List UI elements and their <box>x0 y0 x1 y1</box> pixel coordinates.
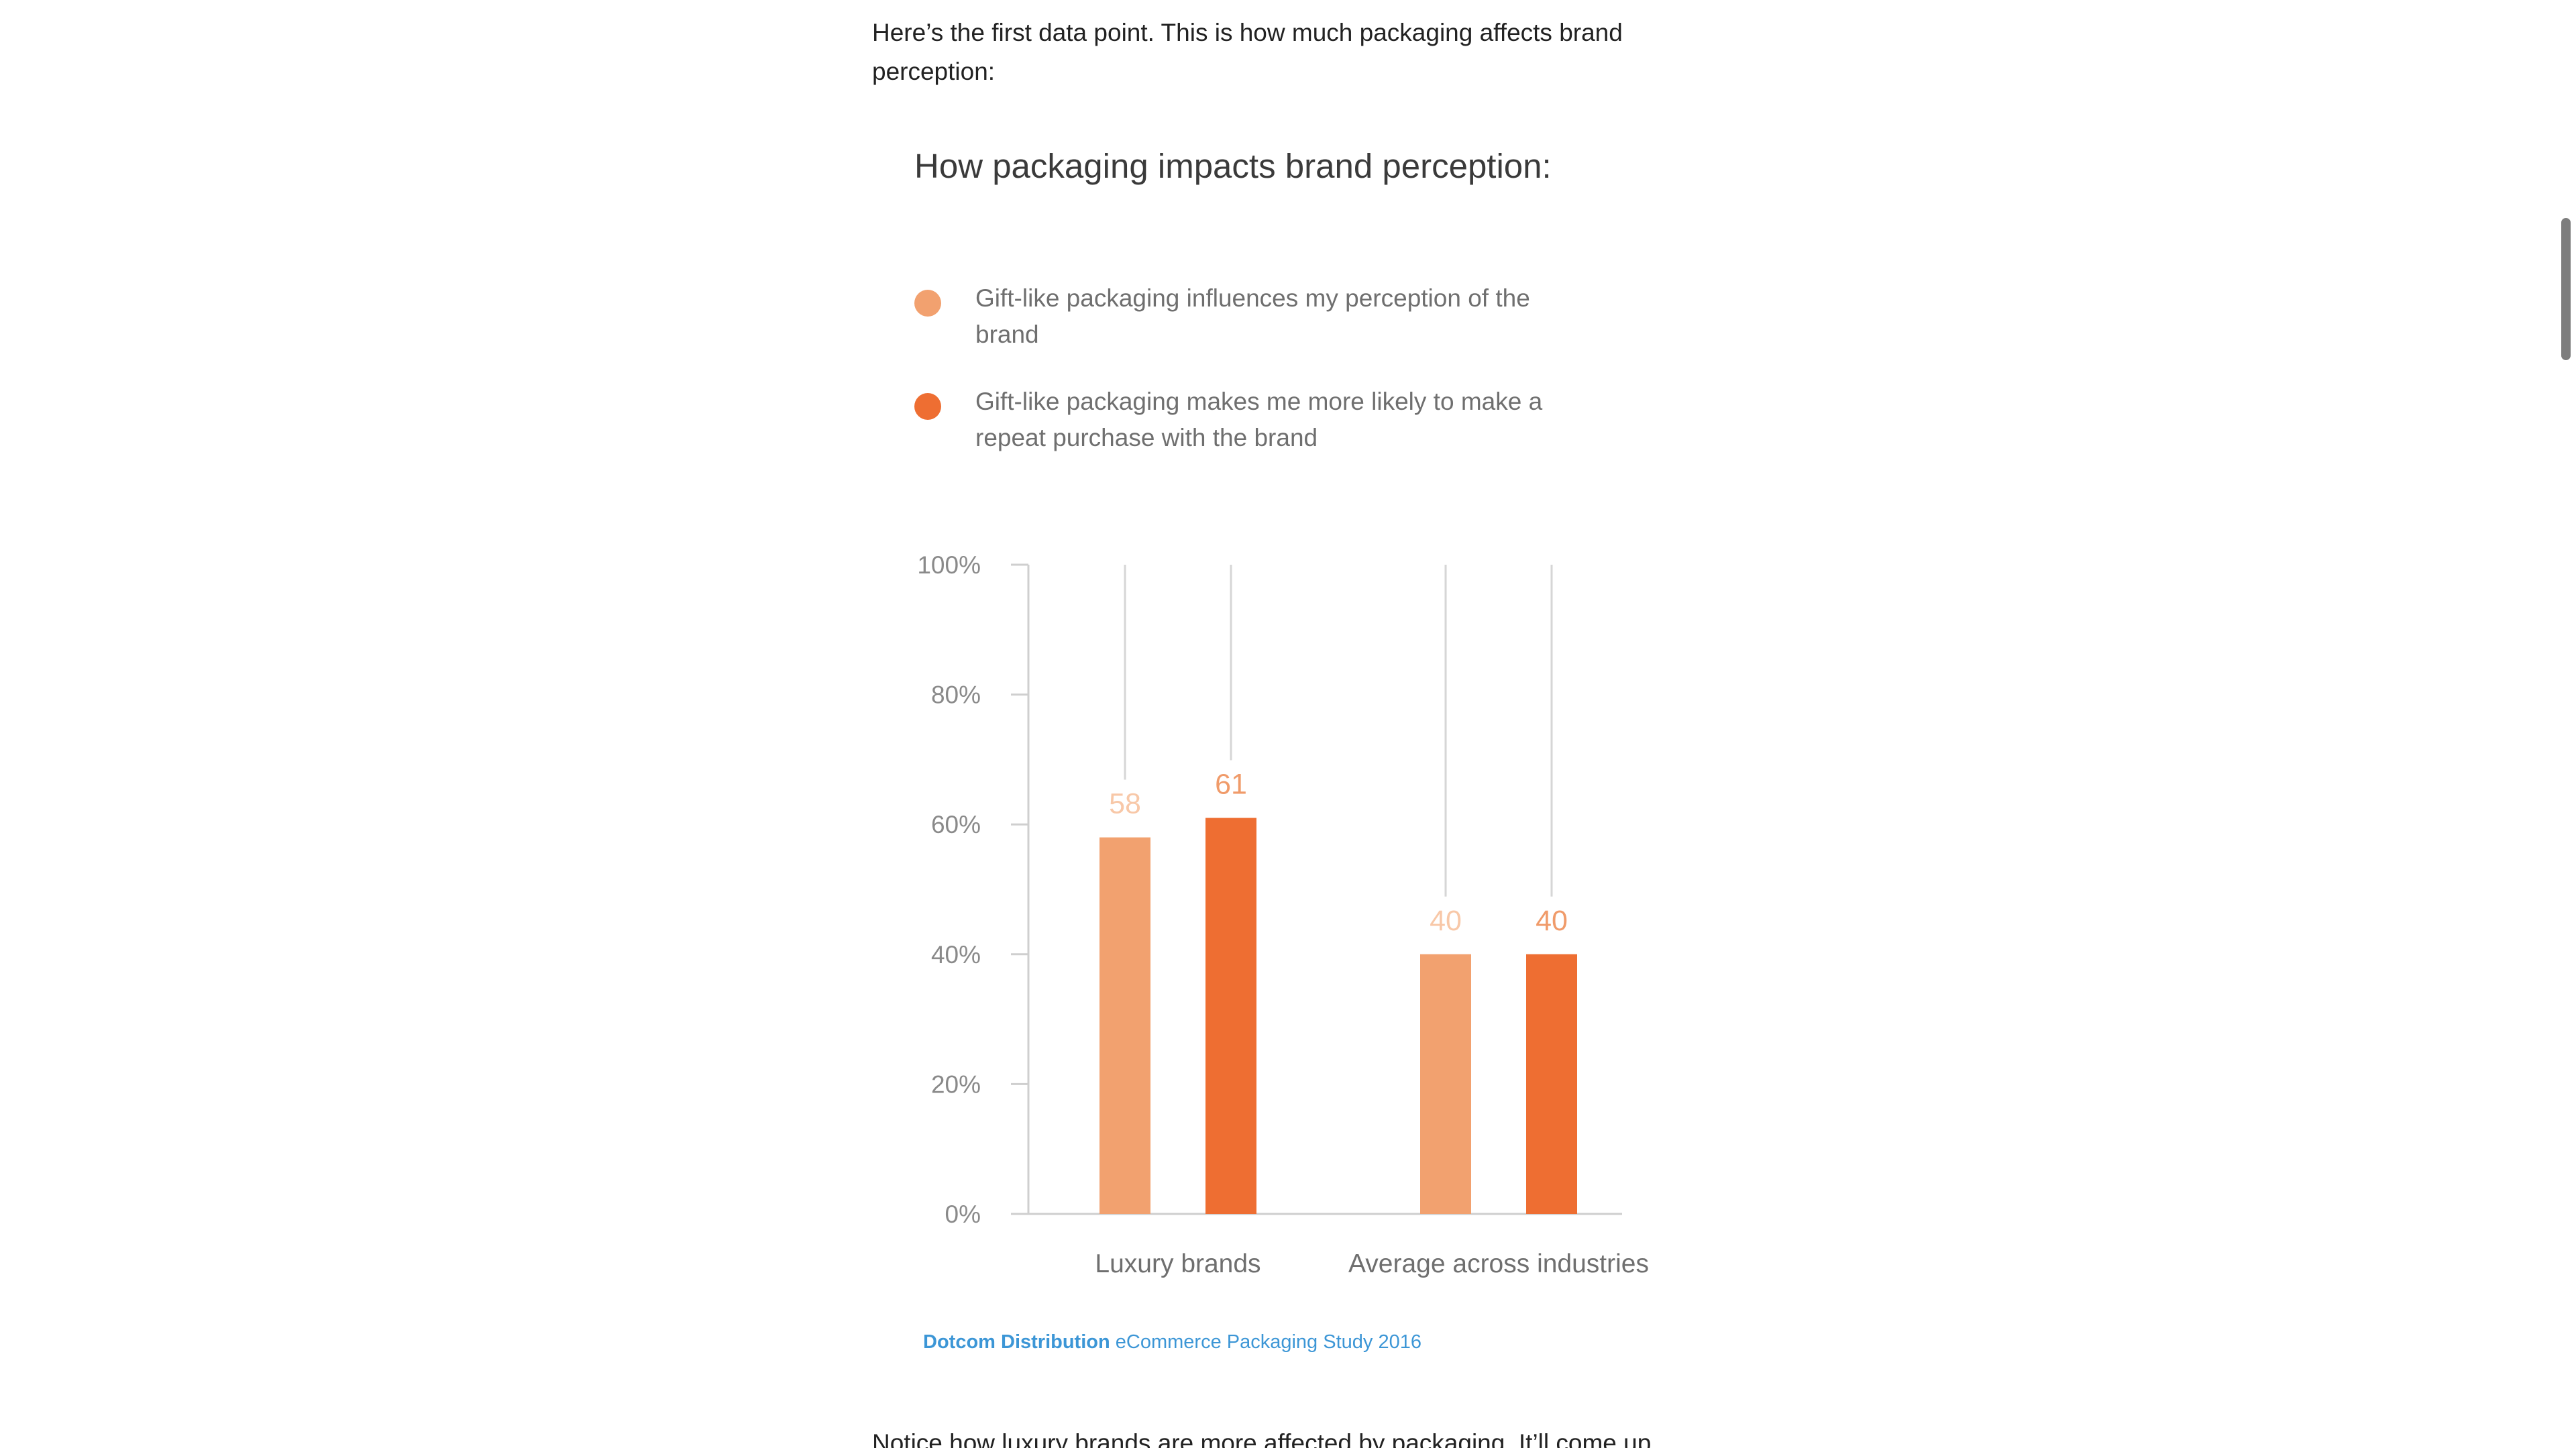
y-tick-label: 40% <box>931 941 981 968</box>
y-tick-label: 100% <box>917 551 981 579</box>
bar <box>1205 818 1256 1214</box>
legend-label: Gift-like packaging makes me more likely… <box>975 388 1543 451</box>
legend-item-repeat-purchase: Gift-like packaging makes me more likely… <box>914 384 1585 464</box>
bar-value-label: 61 <box>1215 769 1247 801</box>
source-study: eCommerce Packaging Study 2016 <box>1115 1331 1421 1353</box>
bar-chart: 0% 20% 40% 60% 80% 100% 58 61 Luxury brands 40 40 A… <box>917 551 1649 1278</box>
legend-swatch-dark-orange <box>914 393 941 420</box>
legend-label: Gift-like packaging influences my percep… <box>975 284 1530 348</box>
chart-title: How packaging impacts brand perception: <box>914 147 1552 185</box>
y-tick-label: 0% <box>945 1201 981 1228</box>
bar <box>1099 837 1150 1214</box>
x-category-label: Average across industries <box>1348 1249 1649 1278</box>
bar-value-label: 40 <box>1536 905 1568 937</box>
y-tick-label: 60% <box>931 811 981 838</box>
legend-item-influences-perception: Gift-like packaging influences my percep… <box>914 280 1585 361</box>
followup-paragraph: Notice how luxury brands are more affect… <box>872 1429 1652 1448</box>
bar <box>1526 954 1577 1214</box>
y-tick-label: 80% <box>931 681 981 709</box>
x-category-label: Luxury brands <box>1095 1249 1260 1278</box>
bar-value-label: 58 <box>1109 788 1141 820</box>
source-brand: Dotcom Distribution <box>923 1331 1110 1353</box>
y-tick-label: 20% <box>931 1070 981 1098</box>
bar <box>1420 954 1471 1214</box>
legend-swatch-light-orange <box>914 290 941 317</box>
scrollbar[interactable] <box>2553 0 2576 1448</box>
intro-paragraph: Here’s the first data point. This is how… <box>872 19 1623 85</box>
scrollbar-thumb[interactable] <box>2561 218 2571 360</box>
bar-value-label: 40 <box>1430 905 1462 937</box>
chart-source-credit: Dotcom Distribution eCommerce Packaging … <box>923 1331 1421 1353</box>
